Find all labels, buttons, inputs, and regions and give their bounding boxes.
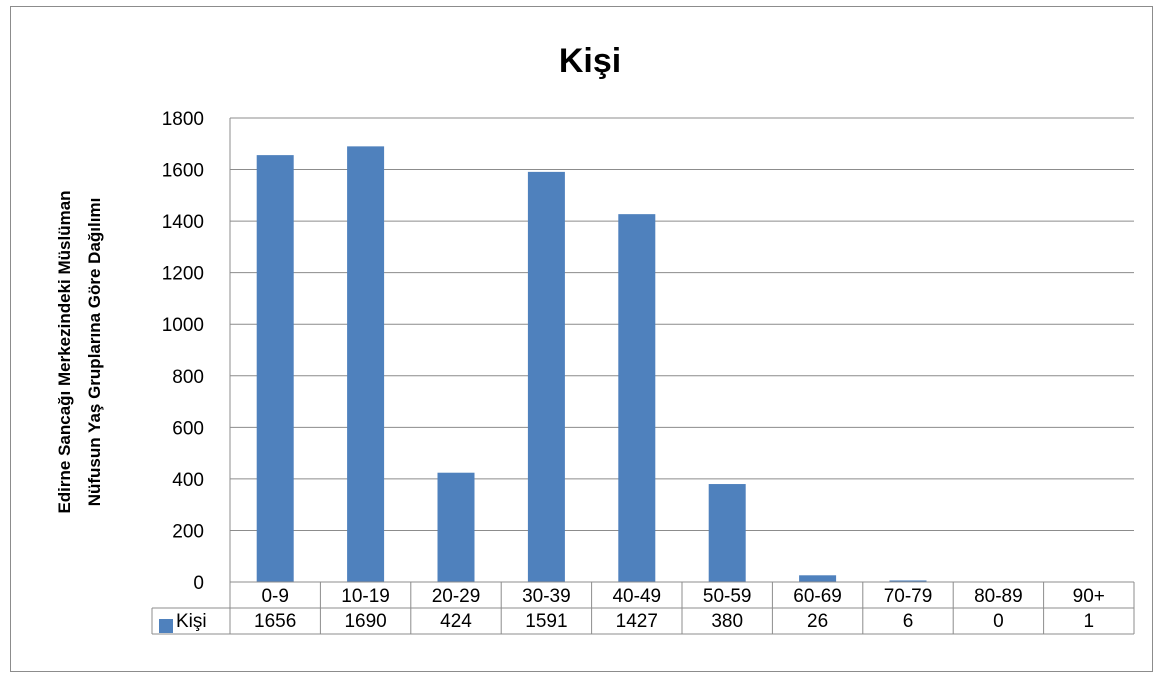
y-tick-label: 1800 — [162, 109, 204, 130]
table-value: 1591 — [525, 611, 567, 632]
data-table: 0-9 1656 10-19 1690 20-29 424 30-39 1591 40-49 14… — [151, 581, 1135, 635]
legend-label: Kişi — [176, 611, 207, 632]
x-category-label: 0-9 — [261, 586, 288, 607]
chart-title: Kişi — [559, 42, 621, 80]
table-value: 0 — [993, 611, 1004, 632]
bar-30-39 — [527, 171, 565, 582]
table-value: 380 — [711, 611, 743, 632]
y-axis-label-line2: Nüfusun Yaş Gruplarına Göre Dağılımı — [85, 198, 104, 507]
x-category-label: 90+ — [1073, 586, 1105, 607]
y-axis-label-line1: Edirne Sancağı Merkezindeki Müslüman — [55, 190, 74, 513]
x-category-label: 40-49 — [612, 586, 661, 607]
x-category-label: 70-79 — [884, 586, 933, 607]
bar-50-59 — [708, 484, 746, 582]
x-category-label: 80-89 — [974, 586, 1023, 607]
table-value: 1690 — [344, 611, 386, 632]
table-value: 1 — [1084, 611, 1095, 632]
x-category-label: 10-19 — [341, 586, 390, 607]
x-category-label: 50-59 — [703, 586, 752, 607]
table-value: 1427 — [616, 611, 658, 632]
table-value: 6 — [903, 611, 914, 632]
x-category-label: 60-69 — [793, 586, 842, 607]
table-value: 424 — [440, 611, 472, 632]
y-tick-label: 400 — [172, 470, 204, 491]
y-tick-label: 800 — [172, 367, 204, 388]
bar-0-9 — [256, 155, 294, 582]
bar-layer — [256, 146, 1108, 582]
chart-frame — [10, 6, 1153, 672]
y-tick-label: 0 — [193, 573, 204, 594]
bar-70-79 — [889, 580, 927, 582]
y-tick-label: 1200 — [162, 264, 204, 285]
table-value: 26 — [807, 611, 828, 632]
x-category-label: 30-39 — [522, 586, 571, 607]
y-tick-label: 1000 — [162, 315, 204, 336]
y-tick-label: 1400 — [162, 212, 204, 233]
bar-20-29 — [437, 472, 475, 582]
y-axis-label: Edirne Sancağı Merkezindeki Müslüman Nüf… — [55, 190, 104, 513]
bar-40-49 — [618, 214, 656, 582]
y-tick-label: 600 — [172, 418, 204, 439]
y-tick-label: 1600 — [162, 161, 204, 182]
bar-60-69 — [799, 575, 837, 582]
y-tick-label: 200 — [172, 521, 204, 542]
bar-10-19 — [347, 146, 385, 582]
table-value: 1656 — [254, 611, 296, 632]
legend-swatch — [159, 619, 173, 633]
x-category-label: 20-29 — [432, 586, 481, 607]
